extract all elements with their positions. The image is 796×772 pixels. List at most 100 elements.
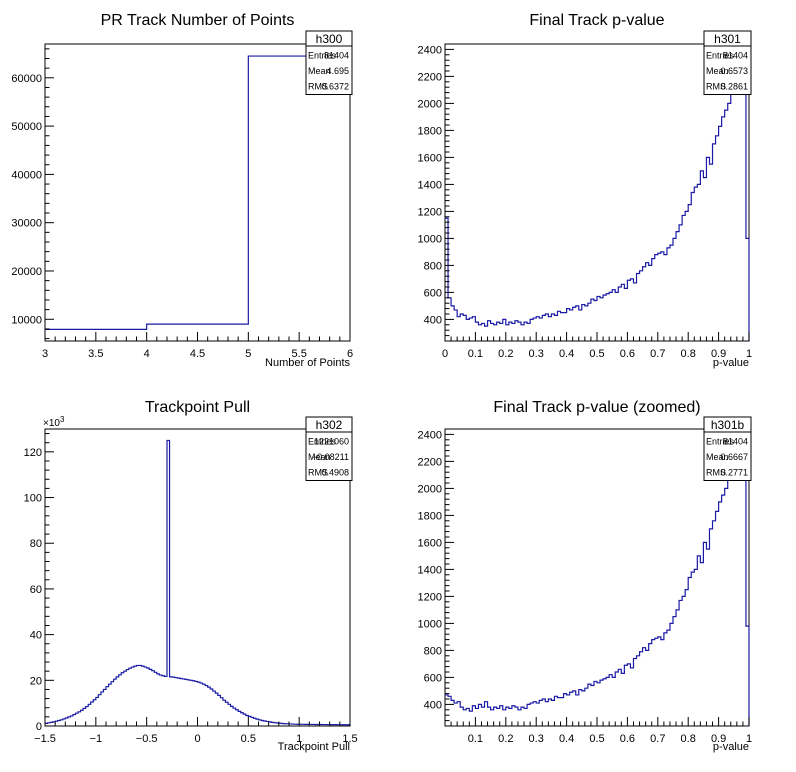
- x-tick-label: 4: [144, 348, 150, 360]
- y-tick-label: 60: [30, 584, 42, 596]
- stats-value: 81404: [324, 51, 349, 61]
- x-tick-label: 0.4: [559, 348, 574, 360]
- x-tick-label: 5: [245, 348, 251, 360]
- stats-value: 0.6573: [720, 66, 748, 76]
- x-tick-label: 0.6: [620, 733, 635, 745]
- x-axis-label: Trackpoint Pull: [278, 741, 350, 753]
- y-tick-label: 60000: [11, 73, 42, 85]
- chart-pad-3: Final Track p-value (zoomed) 0.1 0.2 0.3 0.4…: [418, 399, 753, 753]
- x-tick-label: 1: [746, 733, 752, 745]
- y-tick-label: 1200: [418, 591, 442, 603]
- stats-box-name: h300: [316, 32, 343, 46]
- x-tick-label: −0.5: [136, 733, 158, 745]
- x-tick-label: 0.1: [468, 733, 483, 745]
- x-axis-label: p-value: [713, 357, 749, 369]
- x-tick-label: 0.7: [650, 733, 665, 745]
- x-tick-label: 0.9: [711, 348, 726, 360]
- histogram-line: [445, 48, 750, 341]
- stats-value: 0.2861: [720, 82, 748, 92]
- stats-box-frame: [305, 416, 353, 481]
- chart-title: Final Track p-value: [529, 12, 664, 29]
- x-axis-label: Number of Points: [265, 357, 350, 369]
- x-tick-label: 0.5: [241, 733, 256, 745]
- y-tick-label: 50000: [11, 121, 42, 133]
- x-tick-label: 3: [42, 348, 48, 360]
- histogram-line: [45, 439, 351, 726]
- y-tick-label: 1600: [418, 152, 442, 164]
- stats-box-frame: [703, 30, 752, 95]
- stats-label: RMS: [706, 468, 726, 478]
- x-tick-label: 1: [746, 348, 752, 360]
- y-exponent-label: ×103: [43, 415, 65, 429]
- x-tick-label: 0.5: [589, 348, 604, 360]
- x-tick-label: 0.4: [559, 733, 574, 745]
- stats-box-frame: [703, 416, 752, 481]
- stats-box-name: h301: [714, 32, 741, 46]
- y-tick-label: 1800: [418, 510, 442, 522]
- x-tick-label: 0.2: [498, 733, 513, 745]
- x-tick-label: 0.9: [711, 733, 726, 745]
- exponent-power: 3: [60, 415, 65, 424]
- x-tick-label: 0: [194, 733, 200, 745]
- x-axis-label: p-value: [713, 741, 749, 753]
- y-tick-label: 1000: [418, 233, 442, 245]
- y-tick-label: 80: [30, 538, 42, 550]
- y-tick-label: 1600: [418, 537, 442, 549]
- x-tick-label: 0.8: [681, 733, 696, 745]
- stats-value: 0.6667: [720, 452, 748, 462]
- histogram-line: [445, 433, 750, 726]
- stats-box-frame: [305, 30, 353, 95]
- stats-value: 4.695: [326, 66, 349, 76]
- stats-box-name: h301b: [711, 418, 745, 432]
- y-tick-label: 120: [24, 447, 42, 459]
- chart-pad-1: Final Track p-value 0 0.1 0.2 0.3 0.4 0.5 0.6 0.…: [418, 12, 753, 369]
- x-tick-label: 4.5: [190, 348, 205, 360]
- y-tick-label: 1800: [418, 125, 442, 137]
- y-tick-label: 2400: [418, 44, 442, 56]
- stats-label: RMS: [308, 468, 328, 478]
- stats-box-name: h302: [316, 418, 343, 432]
- y-tick-label: 800: [424, 645, 442, 657]
- x-tick-label: 6: [347, 348, 353, 360]
- y-tick-label: 800: [424, 260, 442, 272]
- y-tick-label: 10000: [11, 314, 42, 326]
- y-tick-label: 2000: [418, 483, 442, 495]
- x-tick-label: 0.3: [529, 733, 544, 745]
- y-tick-label: 20: [30, 675, 42, 687]
- stats-label: Entries: [706, 51, 735, 61]
- chart-pad-0: PR Track Number of Points 3 3.5 4 4.5 5 5.5 6 10…: [11, 12, 353, 369]
- chart-pad-2: Trackpoint Pull −1.5 −1 −0.5 0 0.5 1 1.5 0 20 40 60…: [24, 399, 358, 753]
- x-tick-label: 0: [442, 348, 448, 360]
- y-tick-label: 40000: [11, 169, 42, 181]
- stats-label: Entries: [308, 437, 337, 447]
- x-tick-label: 3.5: [88, 348, 103, 360]
- y-tick-label: 1000: [418, 618, 442, 630]
- y-tick-label: 400: [424, 314, 442, 326]
- y-tick-label: 30000: [11, 218, 42, 230]
- stats-value: 0.6372: [321, 82, 349, 92]
- y-tick-label: 1400: [418, 564, 442, 576]
- stats-label: RMS: [706, 82, 726, 92]
- stats-value: −0.08211: [312, 452, 349, 462]
- x-tick-label: 0.2: [498, 348, 513, 360]
- y-tick-label: 1400: [418, 179, 442, 191]
- y-tick-label: 1200: [418, 206, 442, 218]
- y-tick-label: 20000: [11, 266, 42, 278]
- histogram-line: [45, 55, 350, 331]
- stats-label: Mean: [308, 66, 331, 76]
- stats-value: 0.4908: [321, 468, 349, 478]
- stats-label: Entries: [706, 437, 735, 447]
- y-tick-label: 600: [424, 287, 442, 299]
- stats-label: Mean: [706, 452, 729, 462]
- x-tick-label: −1.5: [34, 733, 56, 745]
- x-tick-label: 0.6: [620, 348, 635, 360]
- y-tick-label: 2200: [418, 456, 442, 468]
- x-tick-label: 0.7: [650, 348, 665, 360]
- x-tick-label: 0.3: [529, 348, 544, 360]
- y-tick-label: 2000: [418, 98, 442, 110]
- y-tick-label: 2200: [418, 71, 442, 83]
